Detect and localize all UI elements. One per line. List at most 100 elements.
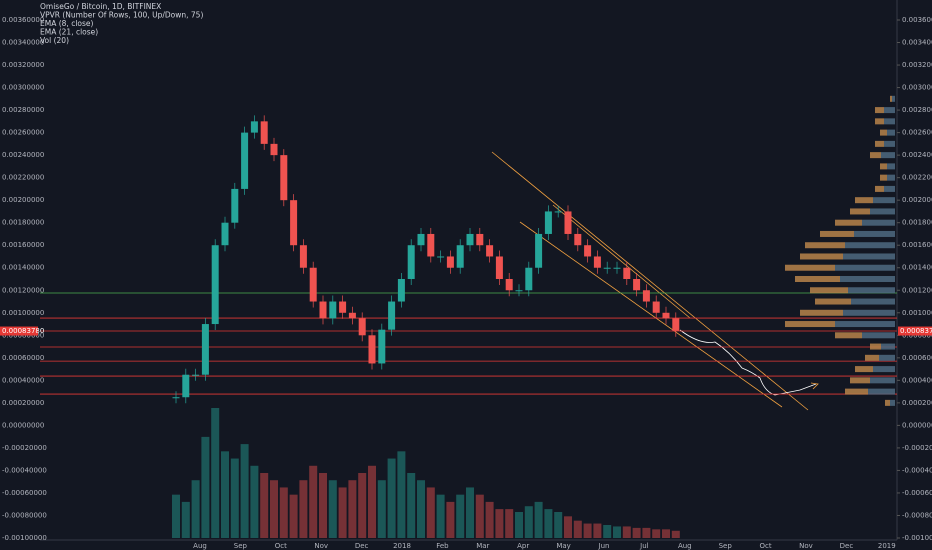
x-tick-label: Dec — [355, 542, 369, 550]
y-tick-label: 0.00160000 — [2, 241, 44, 249]
vpvr-down — [800, 253, 843, 260]
volume-bar — [181, 501, 190, 538]
volume-bar — [583, 523, 592, 538]
y-tick-label: -0.00060000 — [902, 489, 932, 497]
candle-body — [280, 155, 288, 201]
vpvr-down — [880, 174, 887, 181]
vpvr-down — [785, 264, 835, 271]
candle-body — [417, 233, 425, 246]
y-tick-label: 0.00100000 — [2, 309, 44, 317]
x-tick-label: May — [556, 542, 570, 550]
last-price-box — [0, 326, 38, 336]
vpvr-up — [873, 197, 895, 204]
vpvr-down — [865, 354, 879, 361]
trend-line — [552, 204, 691, 319]
vpvr-up — [881, 343, 895, 350]
vpvr-up — [879, 354, 895, 361]
vpvr-down — [795, 276, 840, 282]
y-tick-label: 0.00000000 — [2, 421, 44, 429]
y-tick-label: 0.00300000 — [2, 84, 44, 92]
volume-bar — [368, 465, 376, 538]
last-price-label: 0.00083780 — [900, 327, 932, 335]
volume-bar — [456, 494, 465, 538]
y-tick-label: 0.00280000 — [902, 106, 932, 114]
vpvr-down — [850, 208, 870, 215]
y-tick-label: -0.00040000 — [902, 466, 932, 474]
candle-body — [388, 301, 396, 330]
volume-bar — [593, 523, 602, 538]
vpvr-down — [835, 332, 862, 339]
vpvr-up — [884, 140, 895, 147]
vpvr-up — [884, 118, 895, 125]
vpvr-up — [873, 366, 895, 373]
candle-body — [525, 267, 533, 291]
vpvr-down — [805, 242, 845, 249]
vpvr-up — [887, 129, 895, 136]
last-price-box — [898, 326, 932, 336]
y-tick-label: 0.00200000 — [902, 196, 932, 204]
volume-bar — [485, 501, 494, 538]
volume-bar — [211, 408, 220, 538]
y-tick-label: -0.00020000 — [2, 444, 47, 452]
volume-bar — [289, 494, 298, 538]
y-tick-label: 0.00040000 — [2, 376, 44, 384]
vpvr-down — [870, 152, 881, 159]
candle-body — [613, 267, 621, 269]
candle-body — [633, 279, 641, 291]
candle-body — [192, 374, 200, 376]
vpvr-down — [880, 163, 887, 170]
y-tick-label: -0.00060000 — [2, 489, 47, 497]
vpvr-down — [785, 321, 835, 328]
candle-body — [456, 245, 464, 268]
vpvr-down — [870, 343, 881, 350]
x-tick-label: Apr — [517, 542, 529, 550]
y-tick-label: -0.00020000 — [902, 444, 932, 452]
candle-body — [358, 318, 366, 336]
x-tick-label: Nov — [314, 542, 328, 550]
volume-bar — [250, 465, 259, 538]
volume-bar — [622, 526, 631, 538]
trend-line — [491, 151, 809, 411]
candle-body — [427, 233, 435, 257]
volume-bar — [397, 451, 406, 538]
candle-body — [231, 188, 239, 223]
volume-bar — [358, 473, 367, 538]
y-tick-label: 0.00220000 — [2, 174, 44, 182]
vpvr-down — [845, 388, 868, 395]
y-tick-label: 0.00260000 — [902, 129, 932, 137]
vpvr-up — [881, 152, 895, 159]
volume-bar — [348, 480, 357, 538]
y-tick-label: 0.00220000 — [902, 174, 932, 182]
y-tick-label: 0.00340000 — [902, 39, 932, 47]
y-tick-label: 0.00260000 — [2, 129, 44, 137]
candle-body — [544, 211, 552, 234]
vpvr-up — [868, 388, 895, 395]
y-tick-label: 0.00340000 — [2, 39, 44, 47]
y-tick-label: -0.00100000 — [902, 534, 932, 542]
y-tick-label: 0.00140000 — [2, 264, 44, 272]
candle-body — [584, 245, 592, 257]
candle-body — [672, 318, 680, 331]
volume-bar — [475, 494, 484, 538]
volume-bar — [446, 501, 455, 538]
vpvr-up — [835, 321, 895, 328]
volume-bar — [309, 465, 318, 538]
volume-bar — [270, 480, 278, 538]
y-tick-label: 0.00060000 — [902, 354, 932, 362]
x-tick-label: Jul — [639, 542, 649, 550]
y-tick-label: 0.00300000 — [902, 84, 932, 92]
vpvr-up — [862, 332, 895, 339]
candle-body — [593, 256, 601, 268]
vpvr-down — [810, 287, 848, 294]
volume-bar — [662, 529, 670, 538]
y-tick-label: 0.00280000 — [2, 106, 44, 114]
candle-body — [368, 335, 376, 364]
volume-bar — [191, 480, 200, 538]
vpvr-up — [892, 95, 895, 102]
vpvr-up — [890, 399, 895, 406]
y-tick-label: 0.00040000 — [902, 376, 932, 384]
volume-bar — [613, 526, 621, 538]
vpvr-down — [820, 230, 854, 237]
x-tick-label: Aug — [193, 542, 207, 550]
